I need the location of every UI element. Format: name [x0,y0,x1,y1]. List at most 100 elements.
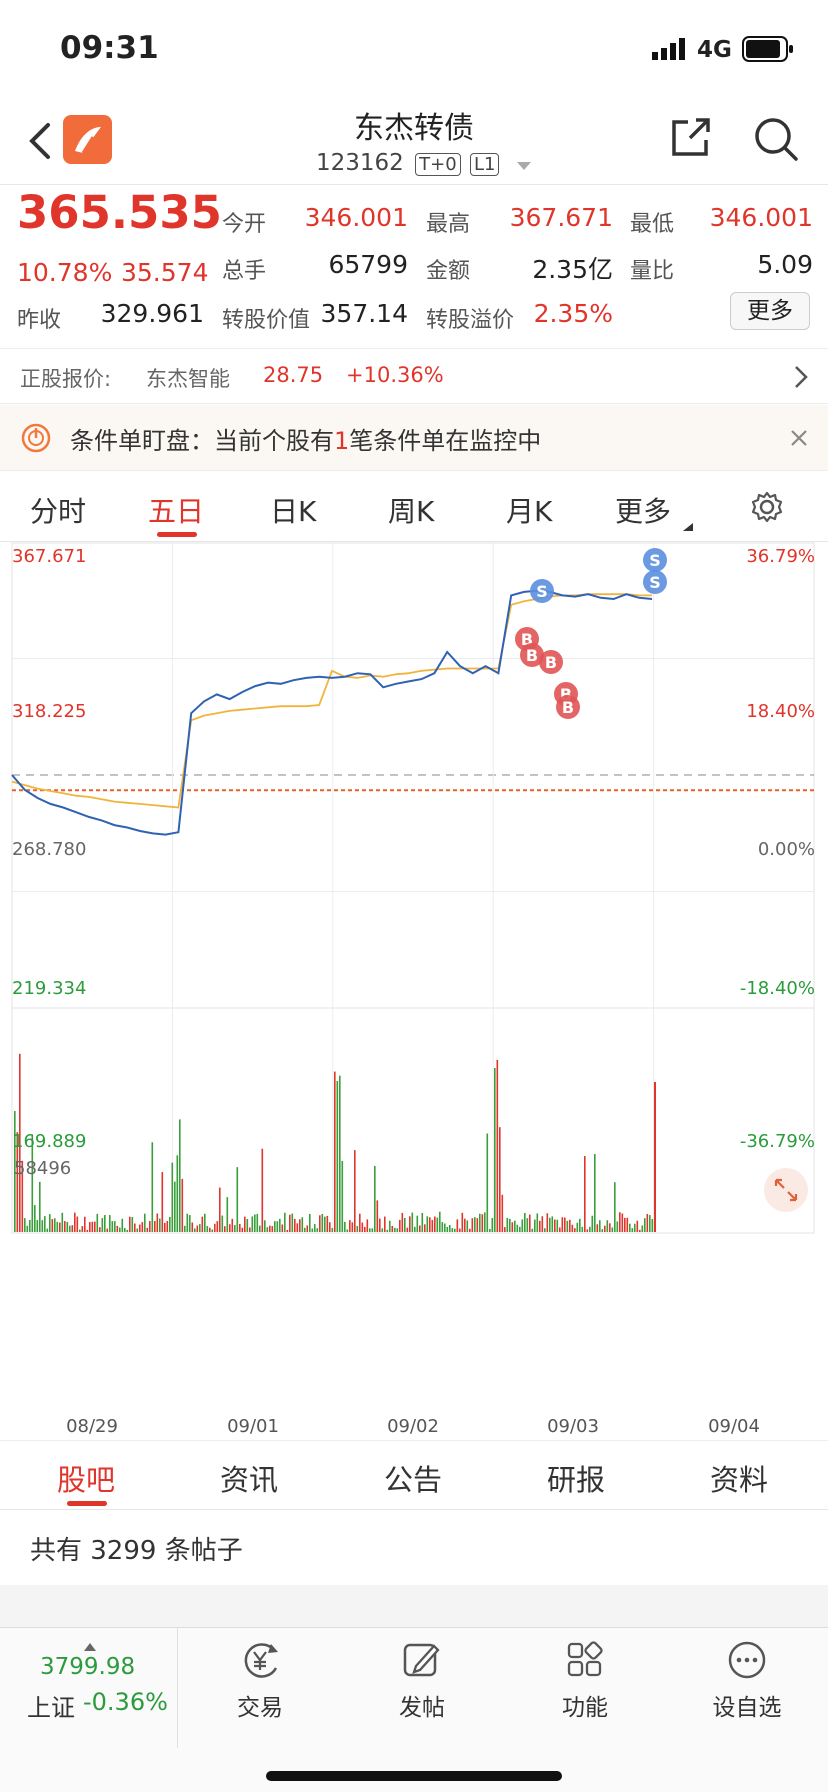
volume-bar [354,1150,356,1232]
more-button[interactable]: 更多 [730,292,810,330]
tab-five-day[interactable]: 五日 [148,495,205,528]
volume-bar [481,1214,484,1232]
volume-bar [26,1225,29,1232]
volume-bar [576,1222,579,1232]
volume-bar [171,1162,174,1232]
sell-marker-label: S [536,582,548,601]
posts-summary[interactable]: 共有 3299 条帖子 [0,1510,828,1585]
volume-bar [74,1212,76,1232]
subtab-research[interactable]: 研报 [547,1463,606,1497]
conv-value: 357.14 [320,299,408,328]
trade-yen-icon [238,1643,282,1684]
volume-bar [409,1216,411,1232]
subtab-guba[interactable]: 股吧 [57,1463,116,1497]
tab-weekly-k[interactable]: 周K [388,495,435,528]
sell-marker [643,548,667,572]
close-icon[interactable] [790,429,808,451]
page-title: 东杰转债 [354,111,474,146]
underlying-stock-row[interactable]: 正股报价: 东杰智能 28.75 +10.36% [0,348,828,404]
volume-bar [496,1059,499,1232]
volume-bar [261,1148,264,1232]
subtab-news[interactable]: 资讯 [220,1463,279,1497]
add-watchlist-button[interactable]: 设自选 [692,1640,802,1722]
volume-bar [164,1222,166,1232]
volume-bar [579,1218,581,1232]
alert-count: 1 [334,427,350,455]
volume-bar [51,1219,54,1232]
volume-bar [554,1219,556,1232]
volume-bar [296,1223,299,1232]
functions-label: 功能 [562,1695,608,1721]
subtab-profile[interactable]: 资料 [710,1463,769,1497]
volume-bar [59,1222,61,1232]
volume-bar [54,1218,56,1232]
functions-button[interactable]: 功能 [530,1640,640,1722]
volume-bar [154,1221,156,1232]
volume-bar [149,1221,151,1232]
add-watchlist-label: 设自选 [712,1695,782,1721]
index-name: 上证 [27,1694,75,1722]
volume-bar [266,1227,269,1232]
volume-bar [196,1225,199,1232]
volume-value: 65799 [328,250,408,279]
volume-bar [396,1228,399,1232]
volume-bar [609,1223,611,1232]
volume-bar [611,1227,614,1232]
tab-more[interactable]: 更多 [615,495,672,528]
volume-bar [624,1217,626,1232]
settings-gear-icon[interactable] [750,490,784,528]
index-widget[interactable]: 3799.98 上证 -0.36% [0,1628,178,1748]
chevron-right-icon[interactable] [794,365,808,394]
price-lines [11,589,653,836]
search-icon[interactable] [754,117,798,165]
volume-bar [161,1172,164,1232]
volume-bar [569,1219,571,1232]
volume-bar [619,1212,621,1232]
share-icon[interactable] [668,116,712,164]
volume-bar [509,1218,511,1232]
volume-bar [221,1215,224,1232]
volume-bar [384,1216,386,1232]
x-label: 09/04 [708,1416,760,1437]
volume-bar [349,1220,351,1232]
volume-bar [436,1217,439,1232]
app-logo-icon[interactable] [63,115,112,164]
volume-bar [494,1068,496,1232]
tab-monthly-k[interactable]: 月K [506,495,553,528]
tab-daily-k[interactable]: 日K [270,495,317,528]
volume-bar [529,1214,531,1232]
volume-bar [346,1229,349,1232]
volume-bar [316,1228,319,1232]
volume-bar [589,1226,591,1232]
buy-marker [556,695,580,719]
tab-intraday[interactable]: 分时 [30,495,87,528]
volume-bar [634,1223,636,1232]
trade-button[interactable]: 交易 [205,1640,315,1722]
back-icon[interactable] [26,121,52,165]
condition-order-banner[interactable]: 条件单盯盘：当前个股有1笔条件单在监控中 [0,405,828,471]
volume-max-label: 58496 [14,1158,71,1179]
home-indicator [266,1771,562,1781]
edit-icon [400,1643,444,1684]
expand-icon[interactable] [764,1168,808,1212]
high-value: 367.671 [509,203,613,232]
volume-bars [14,1053,656,1232]
content-tabs: 股吧 资讯 公告 研报 资料 [0,1440,828,1510]
volume-bar [216,1221,219,1232]
volume-bar [549,1217,551,1232]
dropdown-icon[interactable] [516,151,531,177]
post-label: 发帖 [399,1695,445,1721]
volume-bar [96,1213,99,1232]
volume-bar [484,1212,486,1232]
volume-bar [416,1215,419,1232]
underlying-name: 东杰智能 [146,367,230,391]
volume-bar [319,1215,321,1232]
volume-bar [136,1228,139,1232]
subtab-announcements[interactable]: 公告 [384,1463,443,1497]
post-button[interactable]: 发帖 [367,1640,477,1722]
grid-icon [563,1641,607,1684]
y-label-right: -18.40% [740,978,815,999]
